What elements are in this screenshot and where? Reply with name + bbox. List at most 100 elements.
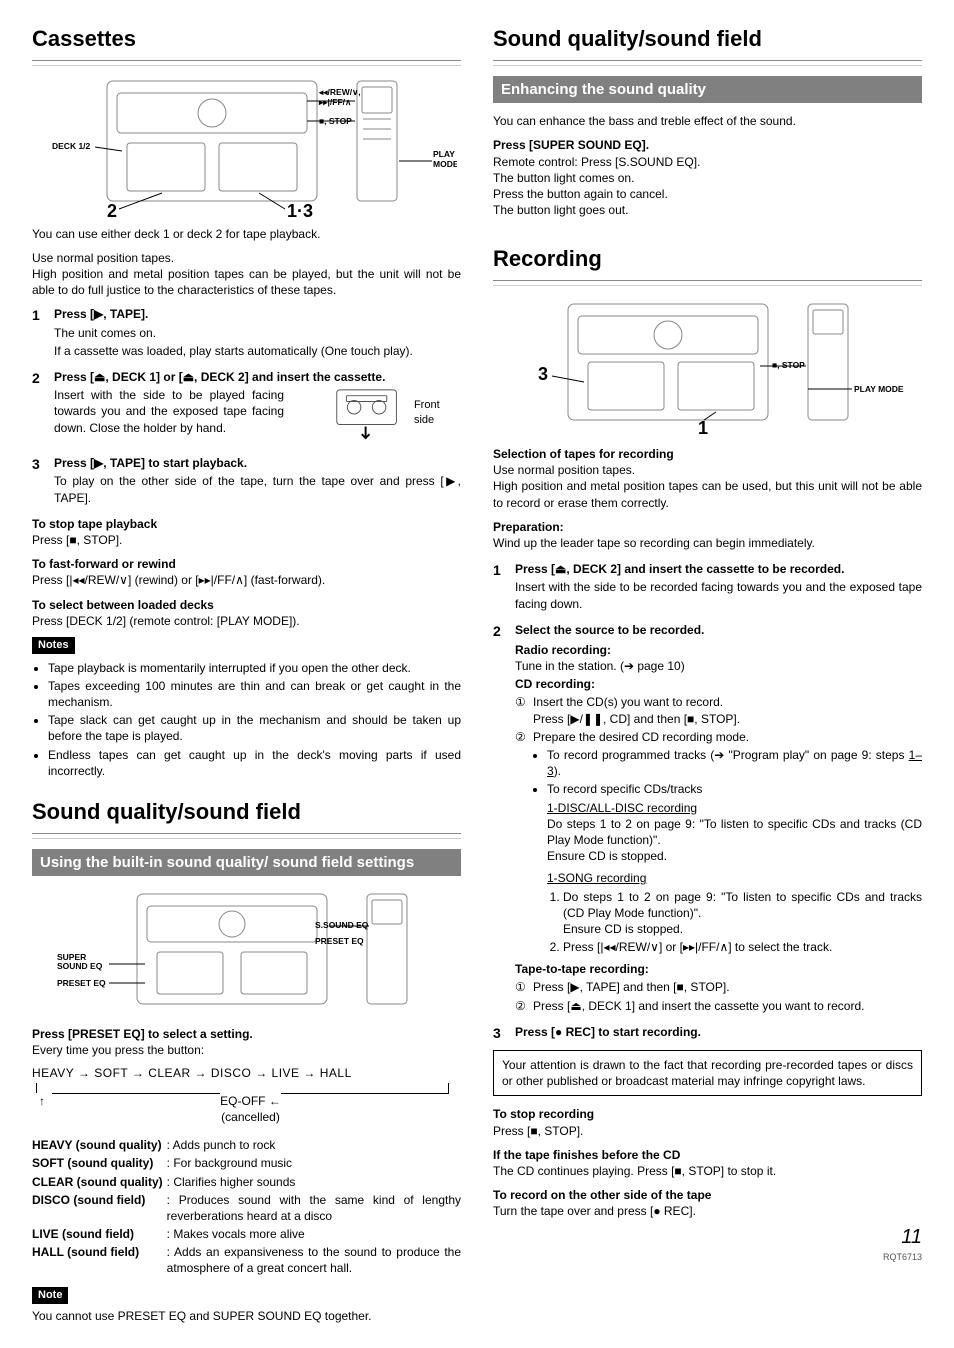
rec-stop-body: Press [■, STOP]. (493, 1123, 922, 1139)
sound-sub1: Using the built-in sound quality/ sound … (32, 849, 461, 877)
step-2: Press [⏏, DECK 1] or [⏏, DECK 2] and ins… (32, 369, 461, 445)
eq-cancel: ↑ EQ-OFF ← (cancelled) (32, 1093, 461, 1125)
preset-sub: Every time you press the button: (32, 1042, 461, 1058)
page-number: 11 (493, 1224, 922, 1251)
stop-head: To stop tape playback (32, 516, 461, 532)
svg-text:2: 2 (107, 201, 117, 221)
sound-diagram: SUPER SOUND EQ PRESET EQ S.SOUND EQ PRES… (32, 886, 461, 1016)
finish-head: If the tape finishes before the CD (493, 1147, 922, 1163)
note-item: Endless tapes can get caught up in the d… (48, 747, 461, 779)
cd-list: ①Insert the CD(s) you want to record. Pr… (515, 694, 922, 955)
recording-steps: Press [⏏, DECK 2] and insert the cassett… (493, 561, 922, 1040)
cassette-steps: Press [▶, TAPE]. The unit comes on. If a… (32, 306, 461, 505)
super-l3: Press the button again to cancel. (493, 186, 922, 202)
stop-body: Press [■, STOP]. (32, 532, 461, 548)
sel1: Use normal position tapes. (493, 462, 922, 478)
cassettes-title: Cassettes (32, 24, 461, 58)
notes-list: Tape playback is momentarily interrupted… (32, 660, 461, 779)
svg-text:PRESET EQ: PRESET EQ (57, 978, 106, 988)
note-item: Tapes exceeding 100 minutes are thin and… (48, 678, 461, 710)
left-column: Cassettes DECK 1/2 (32, 24, 461, 1324)
super-l2: The button light comes on. (493, 170, 922, 186)
tape-head: Tape-to-tape recording: (515, 961, 922, 977)
one-disc-body: Do steps 1 to 2 on page 9: "To listen to… (547, 816, 922, 865)
prep-body: Wind up the leader tape so recording can… (493, 535, 922, 551)
notes-label: Notes (32, 637, 75, 654)
ff-body: Press [|◂◂/REW/∨] (rewind) or [▸▸|/FF/∧]… (32, 572, 461, 588)
rec-stop-head: To stop recording (493, 1106, 922, 1122)
cd1: Insert the CD(s) you want to record. Pre… (533, 695, 740, 725)
svg-text:PRESET EQ: PRESET EQ (315, 936, 364, 946)
cassettes-intro: You can use either deck 1 or deck 2 for … (32, 226, 461, 242)
svg-text:3: 3 (538, 364, 548, 384)
title-rule (493, 280, 922, 286)
eq-flow: HEAVY → SOFT → CLEAR → DISCO → LIVE → HA… (32, 1065, 461, 1081)
super-l4: The button light goes out. (493, 202, 922, 218)
sound2-sub: Enhancing the sound quality (493, 76, 922, 104)
other-head: To record on the other side of the tape (493, 1187, 922, 1203)
one-song-head: 1-SONG recording (547, 870, 922, 886)
svg-text:PLAY MODE: PLAY MODE (854, 384, 904, 394)
preset-head: Press [PRESET EQ] to select a setting. (32, 1026, 461, 1042)
tape-list: ①Press [▶, TAPE] and then [■, STOP]. ②Pr… (515, 979, 922, 1013)
page-columns: Cassettes DECK 1/2 (32, 24, 922, 1324)
svg-text:◂◂/REW/∨,: ◂◂/REW/∨, (318, 87, 361, 97)
rec-step-2: Select the source to be recorded. Radio … (493, 622, 922, 1014)
one-song-1: Do steps 1 to 2 on page 9: "To listen to… (563, 889, 922, 938)
radio-head: Radio recording: (515, 642, 922, 658)
svg-text:▸▸|/FF/∧: ▸▸|/FF/∧ (318, 97, 351, 107)
spec-bullet: To record specific CDs/tracks 1-DISC/ALL… (547, 781, 922, 955)
sel-head: Selection of tapes for recording (493, 446, 922, 462)
svg-text:■, STOP: ■, STOP (772, 360, 805, 370)
front-side-label: Front side (414, 398, 461, 428)
prep-head: Preparation: (493, 519, 922, 535)
note-item: Tape slack can get caught up in the mech… (48, 712, 461, 744)
step-1: Press [▶, TAPE]. The unit comes on. If a… (32, 306, 461, 359)
rec-step-3: Press [● REC] to start recording. (493, 1024, 922, 1040)
step-3: Press [▶, TAPE] to start playback. To pl… (32, 455, 461, 506)
cassettes-diagram: DECK 1/2 ◂◂/REW/∨, ▸▸|/FF/∧ ■, STOP PLAY… (32, 76, 461, 216)
note-body-2: You cannot use PRESET EQ and SUPER SOUND… (32, 1308, 461, 1324)
tapes-line2: High position and metal position tapes c… (32, 266, 461, 298)
svg-text:PLAY: PLAY (433, 149, 455, 159)
select-body: Press [DECK 1/2] (remote control: [PLAY … (32, 613, 461, 629)
attention-box: Your attention is drawn to the fact that… (493, 1050, 922, 1096)
svg-text:MODE: MODE (433, 159, 457, 169)
note-item: Tape playback is momentarily interrupted… (48, 660, 461, 676)
ff-head: To fast-forward or rewind (32, 556, 461, 572)
eqoff-label: EQ-OFF (220, 1094, 265, 1108)
prog-bullet: To record programmed tracks (➔ "Program … (547, 747, 922, 779)
cd-head: CD recording: (515, 676, 922, 692)
rec-step-1: Press [⏏, DECK 2] and insert the cassett… (493, 561, 922, 612)
svg-text:1·3: 1·3 (287, 201, 313, 221)
cassette-insert-graphic: Front side (331, 385, 461, 441)
sound2-title: Sound quality/sound field (493, 24, 922, 58)
right-column: Sound quality/sound field Enhancing the … (493, 24, 922, 1324)
title-rule (32, 60, 461, 66)
finish-body: The CD continues playing. Press [■, STOP… (493, 1163, 922, 1179)
svg-text:SOUND EQ: SOUND EQ (57, 961, 103, 971)
radio-body: Tune in the station. (➔ page 10) (515, 658, 922, 674)
svg-text:■, STOP: ■, STOP (319, 116, 352, 126)
recording-title: Recording (493, 244, 922, 278)
svg-text:DECK 1/2: DECK 1/2 (52, 141, 91, 151)
svg-text:S.SOUND EQ: S.SOUND EQ (315, 920, 369, 930)
tapes-line1: Use normal position tapes. (32, 250, 461, 266)
svg-text:1: 1 (698, 418, 708, 436)
cancelled-label: (cancelled) (221, 1110, 280, 1124)
doc-code: RQT6713 (493, 1251, 922, 1263)
note-label-2: Note (32, 1287, 68, 1304)
cd2: Prepare the desired CD recording mode. (533, 730, 749, 744)
select-head: To select between loaded decks (32, 597, 461, 613)
eq-table: HEAVY (sound quality): Adds punch to roc… (32, 1137, 461, 1279)
recording-diagram: 3 1 ■, STOP PLAY MODE (493, 296, 922, 436)
one-disc-head: 1-DISC/ALL-DISC recording (547, 800, 922, 816)
one-song-2: Press [|◂◂/REW/∨] or [▸▸|/FF/∧] to selec… (563, 939, 922, 955)
sound-title: Sound quality/sound field (32, 797, 461, 831)
sound2-intro: You can enhance the bass and treble effe… (493, 113, 922, 129)
super-l1: Remote control: Press [S.SOUND EQ]. (493, 154, 922, 170)
other-body: Turn the tape over and press [● REC]. (493, 1203, 922, 1219)
title-rule (493, 60, 922, 66)
sel2: High position and metal position tapes c… (493, 478, 922, 510)
super-head: Press [SUPER SOUND EQ]. (493, 137, 922, 153)
